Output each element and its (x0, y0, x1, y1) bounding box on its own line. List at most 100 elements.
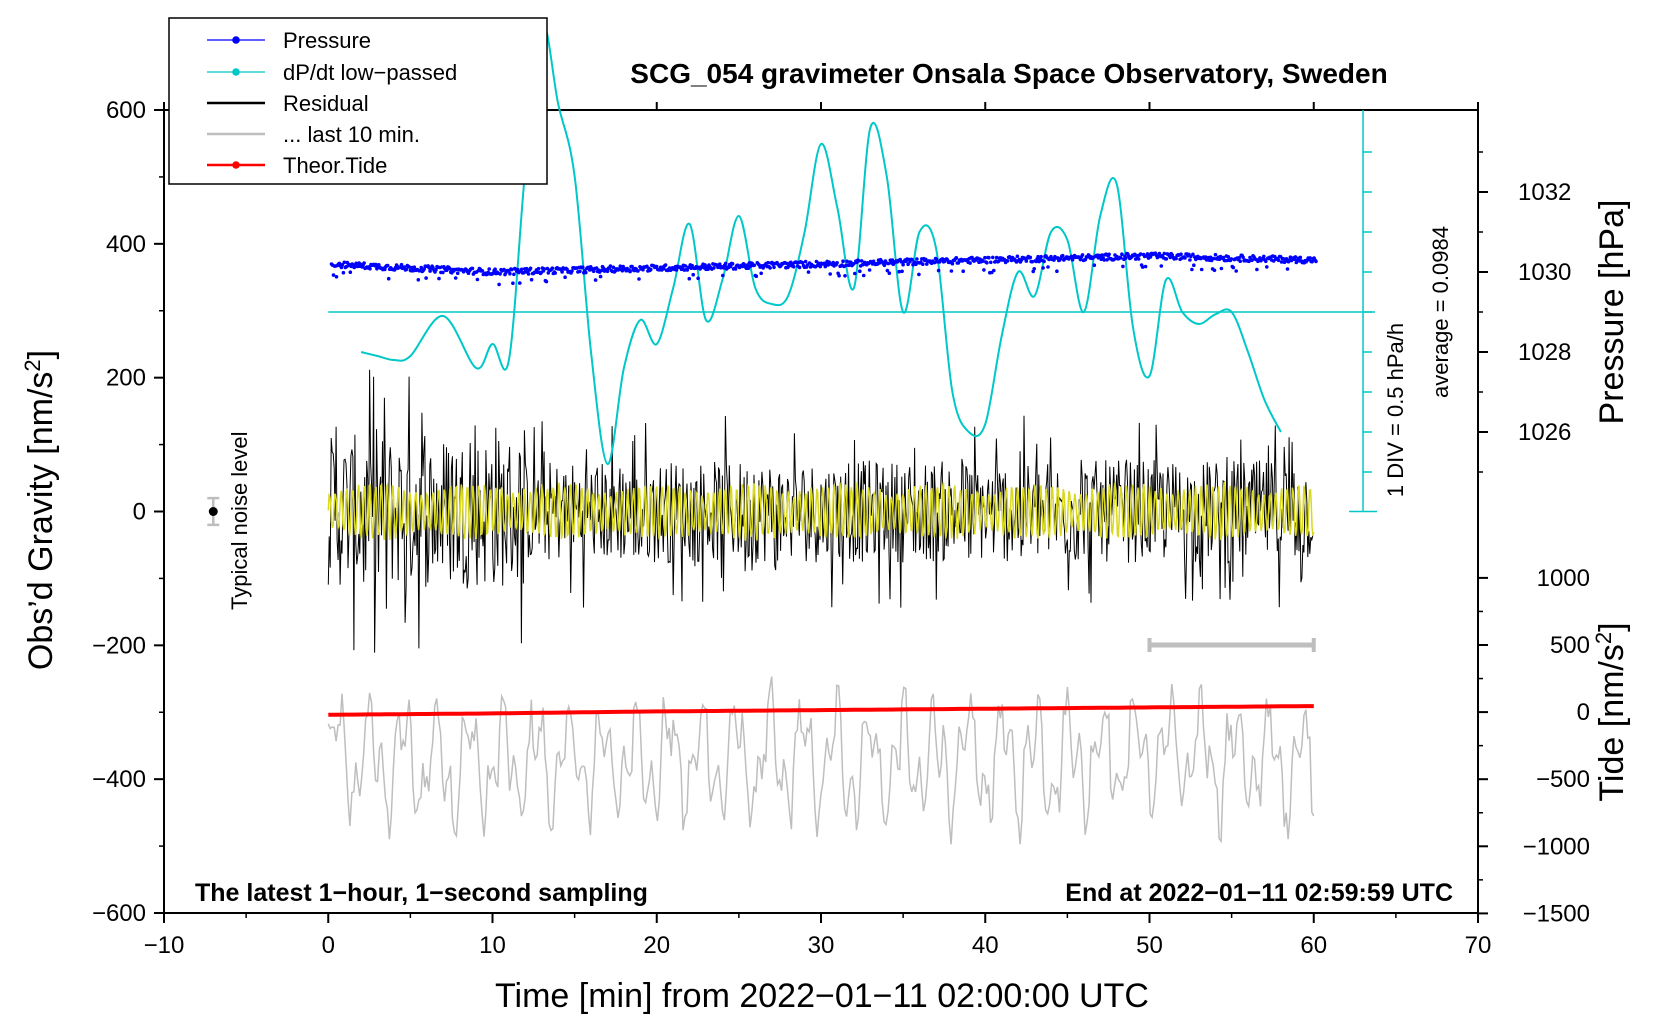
pressure-point (712, 266, 716, 270)
y-tick-label: 600 (106, 97, 146, 124)
y-axis-tide: −1500 −1000 −500 0 500 1000 (1478, 565, 1590, 927)
pressure-point (544, 279, 549, 284)
pressure-point (1005, 259, 1010, 263)
pressure-point (859, 259, 864, 263)
pressure-point (1211, 256, 1216, 261)
pressure-point (691, 272, 695, 277)
pressure-point (374, 262, 378, 267)
pressure-point (858, 269, 862, 274)
pressure-point (542, 267, 547, 271)
pressure-point (982, 268, 986, 272)
pressure-point (1191, 252, 1195, 257)
pressure-point (1148, 255, 1153, 259)
pressure-point (1213, 252, 1218, 257)
noise-level-marker (207, 496, 220, 527)
pressure-point (968, 261, 972, 265)
pressure-point (837, 273, 841, 278)
pressure-point (339, 265, 344, 270)
pressure-point (605, 269, 610, 274)
pressure-point (828, 272, 832, 276)
pressure-point (354, 261, 359, 266)
y-axis-left-label-text: Obs’d Gravity [nm/s (22, 372, 60, 671)
pressure-point (1219, 266, 1224, 271)
pressure-point (847, 263, 851, 268)
residual-smoothed-line (327, 481, 1315, 541)
pressure-point (630, 264, 634, 269)
pressure-point (419, 265, 424, 270)
pressure-point (1298, 255, 1303, 260)
pressure-point (529, 277, 534, 282)
legend-item: Residual (207, 91, 369, 116)
legend-label: Theor.Tide (283, 153, 387, 178)
pressure-point (1080, 253, 1085, 257)
pressure-point (654, 264, 659, 269)
pressure-point (441, 270, 445, 275)
pressure-point (428, 269, 432, 273)
pressure-point (493, 267, 497, 272)
pressure-point (772, 265, 776, 270)
pressure-point (1034, 259, 1038, 264)
legend: Pressure dP/dt low−passed Residual ... last… (168, 17, 548, 185)
pressure-point (835, 261, 839, 265)
pressure-point (687, 276, 692, 281)
pressure-point (766, 260, 770, 265)
pressure-point (1105, 258, 1109, 262)
last-10-min-line (327, 676, 1315, 845)
pressure-point (497, 282, 501, 287)
pressure-point (906, 262, 910, 267)
pressure-point (341, 270, 346, 275)
tide-tick-label: −500 (1536, 766, 1590, 793)
pressure-point (1032, 267, 1036, 271)
pressure-point (519, 267, 524, 272)
pressure-point (721, 273, 725, 278)
pressure-point (1168, 255, 1172, 260)
pressure-point (470, 266, 475, 271)
pressure-point (498, 272, 502, 276)
tide-tick-label: −1000 (1523, 833, 1590, 860)
x-tick-label: 60 (1300, 932, 1327, 959)
y-axis-left-label-sup: 2 (20, 359, 45, 371)
pressure-point (1157, 251, 1162, 256)
x-tick-label: 70 (1465, 932, 1492, 959)
tide-line (328, 704, 1314, 717)
legend-item: Pressure (207, 28, 371, 53)
pressure-point (584, 270, 588, 275)
dpdt-scale-label: 1 DIV = 0.5 hPa/h (1383, 323, 1408, 497)
pressure-point (886, 261, 891, 266)
pressure-point (991, 255, 995, 260)
pressure-point (1039, 254, 1043, 259)
x-axis-label: Time [min] from 2022−01−11 02:00:00 UTC (495, 977, 1149, 1015)
pressure-point (901, 262, 905, 267)
legend-item: Theor.Tide (207, 153, 387, 178)
tide-tick-label: 500 (1550, 632, 1590, 659)
pressure-point (512, 272, 516, 277)
pressure-point (437, 276, 441, 281)
pressure-point (949, 269, 954, 273)
x-tick-label: 10 (479, 932, 506, 959)
tide-tick-label: −1500 (1523, 900, 1590, 927)
legend-item: dP/dt low−passed (207, 60, 457, 85)
pressure-point (940, 257, 945, 261)
pressure-point (936, 268, 941, 273)
pressure-point (885, 268, 890, 273)
pressure-point (1041, 266, 1045, 270)
pressure-point (453, 276, 458, 280)
pressure-point (985, 261, 989, 265)
last-10-min-bar (1147, 638, 1316, 652)
tide-tick-label: 1000 (1537, 565, 1590, 592)
pressure-point (1221, 255, 1226, 260)
x-tick-label: 50 (1136, 932, 1163, 959)
tide-tick-label: 0 (1577, 699, 1590, 726)
pressure-point (362, 261, 366, 265)
pressure-point (649, 267, 653, 272)
pressure-point (1212, 268, 1217, 273)
pressure-point (1055, 269, 1059, 274)
legend-label: Residual (283, 91, 369, 116)
pressure-point (718, 262, 722, 267)
pressure-point (412, 265, 417, 270)
pressure-point (1241, 255, 1245, 260)
pressure-point (690, 263, 694, 268)
pressure-point (1124, 256, 1128, 260)
pressure-point (900, 269, 904, 274)
